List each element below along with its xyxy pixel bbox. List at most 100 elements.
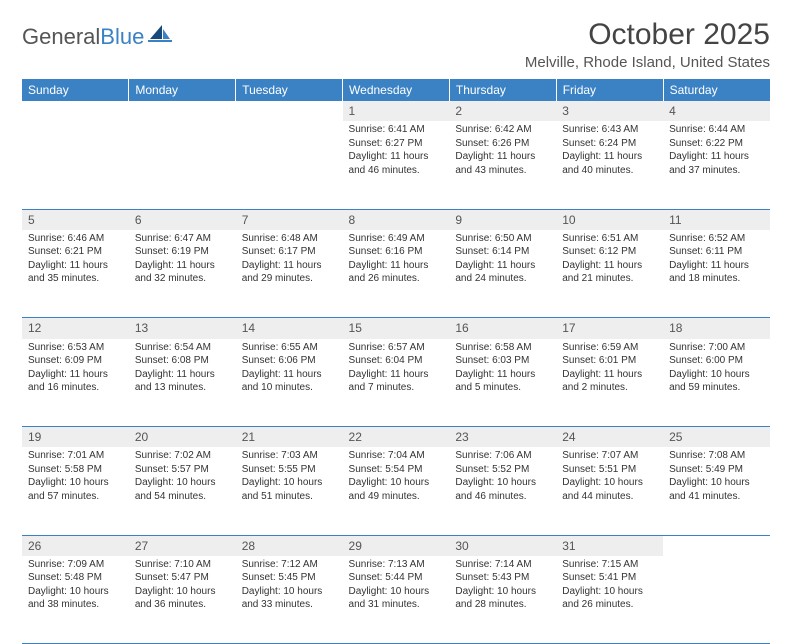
day-cell: Sunrise: 6:57 AMSunset: 6:04 PMDaylight:… bbox=[343, 339, 450, 427]
sunset-line: Sunset: 6:00 PM bbox=[669, 354, 764, 368]
day-number: 4 bbox=[663, 101, 770, 121]
sunrise-line: Sunrise: 7:07 AM bbox=[562, 449, 657, 463]
daynum-row: 12131415161718 bbox=[22, 318, 770, 339]
day-cell: Sunrise: 7:04 AMSunset: 5:54 PMDaylight:… bbox=[343, 447, 450, 535]
day-number: 24 bbox=[556, 427, 663, 448]
sunset-line: Sunset: 6:17 PM bbox=[242, 245, 337, 259]
daylight-line: Daylight: 11 hours and 5 minutes. bbox=[455, 368, 550, 395]
day-number: 3 bbox=[556, 101, 663, 121]
daylight-line: Daylight: 10 hours and 36 minutes. bbox=[135, 585, 230, 612]
day-header: Tuesday bbox=[236, 79, 343, 101]
day-cell-body: Sunrise: 6:46 AMSunset: 6:21 PMDaylight:… bbox=[22, 230, 129, 290]
day-cell-body: Sunrise: 6:44 AMSunset: 6:22 PMDaylight:… bbox=[663, 121, 770, 181]
day-cell: Sunrise: 7:07 AMSunset: 5:51 PMDaylight:… bbox=[556, 447, 663, 535]
day-cell: Sunrise: 7:14 AMSunset: 5:43 PMDaylight:… bbox=[449, 556, 556, 644]
day-number: 25 bbox=[663, 427, 770, 448]
day-number: 5 bbox=[22, 209, 129, 230]
sunrise-line: Sunrise: 6:47 AM bbox=[135, 232, 230, 246]
day-cell: Sunrise: 7:00 AMSunset: 6:00 PMDaylight:… bbox=[663, 339, 770, 427]
sunrise-line: Sunrise: 6:54 AM bbox=[135, 341, 230, 355]
daylight-line: Daylight: 10 hours and 33 minutes. bbox=[242, 585, 337, 612]
sunset-line: Sunset: 5:55 PM bbox=[242, 463, 337, 477]
sunset-line: Sunset: 6:22 PM bbox=[669, 137, 764, 151]
daylight-line: Daylight: 11 hours and 26 minutes. bbox=[349, 259, 444, 286]
sunset-line: Sunset: 6:27 PM bbox=[349, 137, 444, 151]
day-cell: Sunrise: 6:51 AMSunset: 6:12 PMDaylight:… bbox=[556, 230, 663, 318]
day-number: 21 bbox=[236, 427, 343, 448]
month-title: October 2025 bbox=[525, 18, 770, 52]
day-number: 28 bbox=[236, 535, 343, 556]
sunset-line: Sunset: 5:49 PM bbox=[669, 463, 764, 477]
sunset-line: Sunset: 6:16 PM bbox=[349, 245, 444, 259]
day-cell-body: Sunrise: 7:14 AMSunset: 5:43 PMDaylight:… bbox=[449, 556, 556, 616]
day-cell: Sunrise: 7:09 AMSunset: 5:48 PMDaylight:… bbox=[22, 556, 129, 644]
sunset-line: Sunset: 5:57 PM bbox=[135, 463, 230, 477]
day-cell: Sunrise: 7:06 AMSunset: 5:52 PMDaylight:… bbox=[449, 447, 556, 535]
sunset-line: Sunset: 6:14 PM bbox=[455, 245, 550, 259]
day-cell-body: Sunrise: 6:57 AMSunset: 6:04 PMDaylight:… bbox=[343, 339, 450, 399]
day-cell-body: Sunrise: 7:12 AMSunset: 5:45 PMDaylight:… bbox=[236, 556, 343, 616]
sunrise-line: Sunrise: 6:50 AM bbox=[455, 232, 550, 246]
day-cell-body: Sunrise: 6:50 AMSunset: 6:14 PMDaylight:… bbox=[449, 230, 556, 290]
day-cell-body: Sunrise: 6:43 AMSunset: 6:24 PMDaylight:… bbox=[556, 121, 663, 181]
daynum-row: 567891011 bbox=[22, 209, 770, 230]
daylight-line: Daylight: 11 hours and 46 minutes. bbox=[349, 150, 444, 177]
day-cell: Sunrise: 6:54 AMSunset: 6:08 PMDaylight:… bbox=[129, 339, 236, 427]
daylight-line: Daylight: 10 hours and 51 minutes. bbox=[242, 476, 337, 503]
day-number: 9 bbox=[449, 209, 556, 230]
day-cell-body: Sunrise: 7:06 AMSunset: 5:52 PMDaylight:… bbox=[449, 447, 556, 507]
day-cell-body: Sunrise: 7:07 AMSunset: 5:51 PMDaylight:… bbox=[556, 447, 663, 507]
daylight-line: Daylight: 11 hours and 24 minutes. bbox=[455, 259, 550, 286]
sunset-line: Sunset: 6:06 PM bbox=[242, 354, 337, 368]
sunset-line: Sunset: 5:58 PM bbox=[28, 463, 123, 477]
day-cell: Sunrise: 7:08 AMSunset: 5:49 PMDaylight:… bbox=[663, 447, 770, 535]
daylight-line: Daylight: 11 hours and 13 minutes. bbox=[135, 368, 230, 395]
daylight-line: Daylight: 11 hours and 37 minutes. bbox=[669, 150, 764, 177]
day-cell: Sunrise: 6:48 AMSunset: 6:17 PMDaylight:… bbox=[236, 230, 343, 318]
location: Melville, Rhode Island, United States bbox=[525, 54, 770, 71]
day-cell bbox=[663, 556, 770, 644]
day-cell-body: Sunrise: 7:01 AMSunset: 5:58 PMDaylight:… bbox=[22, 447, 129, 507]
sunrise-line: Sunrise: 6:42 AM bbox=[455, 123, 550, 137]
day-number: 7 bbox=[236, 209, 343, 230]
day-cell-body: Sunrise: 6:55 AMSunset: 6:06 PMDaylight:… bbox=[236, 339, 343, 399]
day-cell bbox=[22, 121, 129, 209]
day-cell: Sunrise: 6:46 AMSunset: 6:21 PMDaylight:… bbox=[22, 230, 129, 318]
day-number: 26 bbox=[22, 535, 129, 556]
daylight-line: Daylight: 11 hours and 35 minutes. bbox=[28, 259, 123, 286]
sunrise-line: Sunrise: 7:15 AM bbox=[562, 558, 657, 572]
daylight-line: Daylight: 10 hours and 57 minutes. bbox=[28, 476, 123, 503]
daylight-line: Daylight: 10 hours and 26 minutes. bbox=[562, 585, 657, 612]
day-number: 18 bbox=[663, 318, 770, 339]
sunset-line: Sunset: 5:52 PM bbox=[455, 463, 550, 477]
day-cell: Sunrise: 6:59 AMSunset: 6:01 PMDaylight:… bbox=[556, 339, 663, 427]
day-number: 2 bbox=[449, 101, 556, 121]
day-cell-body: Sunrise: 7:15 AMSunset: 5:41 PMDaylight:… bbox=[556, 556, 663, 616]
day-number bbox=[663, 535, 770, 556]
sunrise-line: Sunrise: 7:10 AM bbox=[135, 558, 230, 572]
day-cell-body: Sunrise: 6:48 AMSunset: 6:17 PMDaylight:… bbox=[236, 230, 343, 290]
day-cell: Sunrise: 6:41 AMSunset: 6:27 PMDaylight:… bbox=[343, 121, 450, 209]
daylight-line: Daylight: 11 hours and 40 minutes. bbox=[562, 150, 657, 177]
day-cell-body: Sunrise: 7:13 AMSunset: 5:44 PMDaylight:… bbox=[343, 556, 450, 616]
sunrise-line: Sunrise: 7:01 AM bbox=[28, 449, 123, 463]
sunrise-line: Sunrise: 7:03 AM bbox=[242, 449, 337, 463]
day-number: 1 bbox=[343, 101, 450, 121]
sunset-line: Sunset: 6:04 PM bbox=[349, 354, 444, 368]
sunset-line: Sunset: 6:01 PM bbox=[562, 354, 657, 368]
day-cell-body: Sunrise: 7:10 AMSunset: 5:47 PMDaylight:… bbox=[129, 556, 236, 616]
sunset-line: Sunset: 5:48 PM bbox=[28, 571, 123, 585]
day-cell: Sunrise: 7:12 AMSunset: 5:45 PMDaylight:… bbox=[236, 556, 343, 644]
sunset-line: Sunset: 6:03 PM bbox=[455, 354, 550, 368]
daylight-line: Daylight: 11 hours and 2 minutes. bbox=[562, 368, 657, 395]
sunrise-line: Sunrise: 6:58 AM bbox=[455, 341, 550, 355]
day-cell: Sunrise: 7:15 AMSunset: 5:41 PMDaylight:… bbox=[556, 556, 663, 644]
daylight-line: Daylight: 11 hours and 16 minutes. bbox=[28, 368, 123, 395]
day-number: 17 bbox=[556, 318, 663, 339]
day-cell-body: Sunrise: 6:49 AMSunset: 6:16 PMDaylight:… bbox=[343, 230, 450, 290]
day-cell-body: Sunrise: 6:54 AMSunset: 6:08 PMDaylight:… bbox=[129, 339, 236, 399]
daylight-line: Daylight: 11 hours and 21 minutes. bbox=[562, 259, 657, 286]
day-cell-body: Sunrise: 6:41 AMSunset: 6:27 PMDaylight:… bbox=[343, 121, 450, 181]
sunset-line: Sunset: 6:09 PM bbox=[28, 354, 123, 368]
sunrise-line: Sunrise: 7:04 AM bbox=[349, 449, 444, 463]
